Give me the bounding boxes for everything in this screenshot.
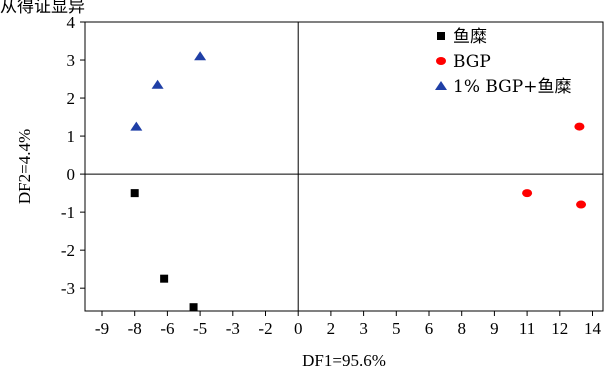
- y-tick-label: 0: [67, 165, 76, 184]
- data-point: [522, 189, 533, 198]
- x-tick-label: 12: [551, 319, 568, 338]
- x-tick-label: -6: [160, 319, 174, 338]
- y-axis-title: DF2=4.4%: [15, 129, 34, 204]
- legend-label: BGP: [453, 52, 491, 72]
- x-tick-label: 8: [457, 319, 466, 338]
- y-tick-label: 3: [67, 51, 76, 70]
- legend-label: 1% BGP+鱼糜: [453, 77, 571, 97]
- x-tick-label: 9: [490, 319, 499, 338]
- legend-marker: [435, 81, 447, 90]
- x-tick-label: 2: [327, 319, 336, 338]
- legend-marker: [437, 32, 445, 40]
- plot-area: -9 -8 -6 -5 -3 -2 0 2 3 5 6 8 9 11 12 14 4 3 2 1 0 -1 -2 -3: [61, 13, 604, 338]
- x-tick-label: 11: [519, 319, 535, 338]
- plot-frame: [84, 21, 604, 312]
- y-tick-label: -2: [61, 241, 75, 260]
- x-axis-title: DF1=95.6%: [302, 351, 386, 370]
- x-tick-label: 5: [392, 319, 401, 338]
- x-tick-label: 14: [584, 319, 602, 338]
- data-point: [130, 189, 139, 198]
- y-tick-label: -1: [61, 203, 75, 222]
- top-caption: 从得证显异: [0, 0, 85, 17]
- data-point: [151, 79, 164, 89]
- y-tick-label: 4: [67, 13, 76, 32]
- x-tick-label: -5: [193, 319, 207, 338]
- x-tick-label: -3: [226, 319, 240, 338]
- legend-label: 鱼糜: [453, 27, 487, 47]
- data-point: [130, 121, 143, 131]
- x-tick-label: -2: [258, 319, 272, 338]
- legend-marker: [436, 57, 446, 65]
- y-tick-label: -3: [61, 279, 75, 298]
- data-point: [574, 122, 585, 131]
- y-tick-label: 1: [67, 127, 76, 146]
- y-tick-label: 2: [67, 89, 76, 108]
- x-tick-label: 0: [294, 319, 303, 338]
- x-tick-label: -8: [128, 319, 142, 338]
- x-tick-label: 6: [425, 319, 434, 338]
- x-tick-label: 3: [359, 319, 368, 338]
- data-point: [160, 274, 169, 283]
- data-point: [189, 303, 198, 312]
- data-point: [576, 200, 587, 209]
- x-tick-label: -9: [95, 319, 109, 338]
- data-point: [194, 51, 207, 61]
- legend: 鱼糜 BGP 1% BGP+鱼糜: [435, 27, 571, 97]
